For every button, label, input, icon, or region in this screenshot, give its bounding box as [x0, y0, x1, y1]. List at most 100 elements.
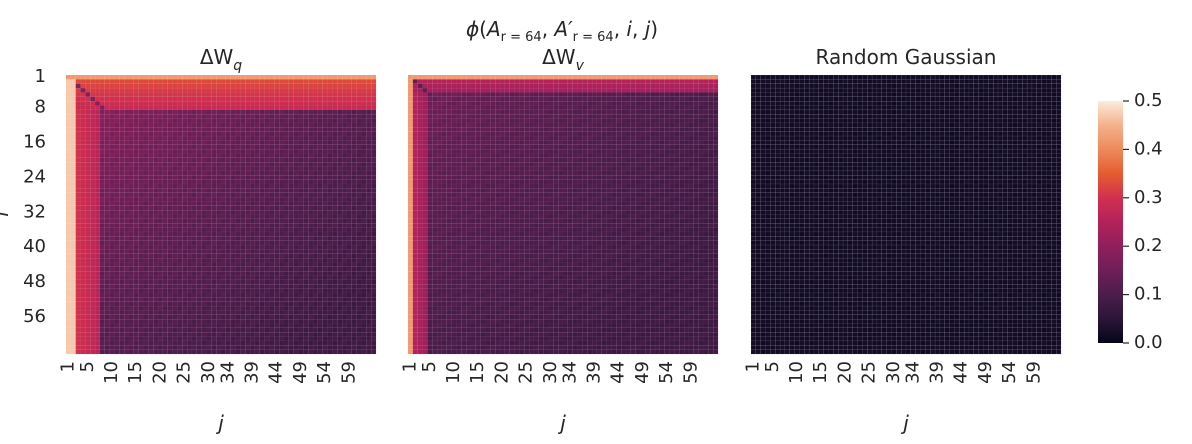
heatmap-cell [245, 240, 251, 246]
heatmap-cell [337, 266, 343, 272]
heatmap-cell [128, 305, 135, 311]
heatmap-cell [215, 157, 222, 163]
heatmap-cell [337, 140, 343, 145]
heatmap-cell [366, 100, 372, 106]
heatmap-cell [133, 292, 139, 298]
heatmap-cell [288, 118, 294, 124]
heatmap-cell [94, 323, 101, 329]
heatmap-cell [337, 131, 343, 137]
heatmap-cell [182, 340, 188, 346]
heatmap-cell [366, 257, 372, 263]
heatmap-cell [99, 74, 105, 80]
heatmap-cell [75, 87, 81, 93]
heatmap-cell [133, 188, 139, 193]
heatmap-cell [669, 127, 675, 132]
heatmap-cell [417, 114, 423, 119]
heatmap-cell [361, 140, 367, 145]
heatmap-cell [230, 148, 236, 154]
heatmap-cell [601, 79, 607, 84]
heatmap-cell [80, 249, 86, 254]
heatmap-cell [240, 105, 246, 111]
heatmap-cell [259, 310, 265, 315]
heatmap-cell [245, 297, 251, 302]
heatmap-cell [104, 87, 110, 93]
heatmap-cell [85, 166, 91, 172]
heatmap-cell [322, 209, 328, 215]
heatmap-cell [317, 196, 323, 202]
heatmap-cell [167, 148, 173, 154]
heatmap-cell [303, 175, 309, 180]
heatmap-cell [332, 270, 338, 276]
heatmap-cell [153, 188, 159, 193]
heatmap-cell [475, 74, 481, 80]
heatmap-cell [104, 135, 110, 141]
heatmap-cell [70, 87, 76, 93]
heatmap-cell [264, 196, 270, 202]
heatmap-cell [356, 270, 362, 276]
heatmap-cell [143, 227, 149, 233]
heatmap-cell [225, 74, 231, 80]
heatmap-cell [351, 336, 357, 342]
heatmap-cell [327, 332, 333, 337]
heatmap-cell [85, 179, 91, 185]
heatmap-cell [269, 175, 275, 180]
heatmap-cell [157, 144, 164, 150]
heatmap-cell [553, 118, 559, 124]
heatmap-cell [308, 188, 314, 193]
heatmap-cell [259, 349, 265, 355]
heatmap-cell [370, 144, 377, 150]
heatmap-cell [245, 249, 251, 254]
heatmap-cell [264, 310, 270, 315]
heatmap-cell [611, 79, 617, 84]
heatmap-cell [230, 262, 236, 268]
heatmap-cell [230, 79, 236, 84]
heatmap-cell [119, 188, 125, 193]
heatmap-cell [298, 314, 304, 320]
heatmap-cell [182, 223, 188, 228]
heatmap-cell [90, 288, 96, 294]
heatmap-cell [80, 157, 86, 163]
heatmap-cell [70, 349, 76, 355]
heatmap-cell [153, 349, 159, 355]
heatmap-cell [669, 122, 675, 128]
heatmap-cell [543, 122, 549, 128]
heatmap-cell [123, 205, 130, 211]
heatmap-cell [220, 275, 227, 281]
heatmap-cell [211, 262, 217, 268]
heatmap-cell [640, 118, 646, 124]
heatmap-cell [128, 209, 135, 215]
heatmap-cell [577, 100, 583, 106]
heatmap-cell [567, 122, 573, 128]
heatmap-cell [582, 118, 588, 124]
heatmap-cell [693, 114, 699, 119]
heatmap-cell [157, 175, 164, 180]
heatmap-cell [366, 223, 372, 228]
heatmap-cell [143, 188, 149, 193]
heatmap-cell [332, 105, 338, 111]
heatmap-cell [211, 131, 217, 137]
heatmap-cell [90, 218, 96, 224]
heatmap-cell [133, 340, 139, 346]
heatmap-cell [85, 227, 91, 233]
heatmap-cell [143, 135, 149, 141]
heatmap-cell [298, 292, 304, 298]
heatmap-cell [298, 297, 304, 302]
heatmap-cell [201, 118, 207, 124]
heatmap-cell [220, 188, 227, 193]
heatmap-cell [269, 162, 275, 167]
heatmap-cell [616, 92, 622, 98]
heatmap-cell [495, 114, 501, 119]
heatmap-cell [240, 118, 246, 124]
heatmap-cell [235, 227, 241, 233]
heatmap-cell [211, 318, 217, 324]
heatmap-cell [114, 83, 120, 89]
heatmap-cell [220, 323, 227, 329]
heatmap-cell [361, 157, 367, 163]
heatmap-cell [317, 96, 323, 102]
heatmap-cell [322, 257, 328, 263]
heatmap-cell [327, 162, 333, 167]
heatmap-cell [332, 92, 338, 98]
heatmap-cell [249, 83, 256, 89]
heatmap-cell [182, 96, 188, 102]
heatmap-cell [148, 153, 154, 159]
